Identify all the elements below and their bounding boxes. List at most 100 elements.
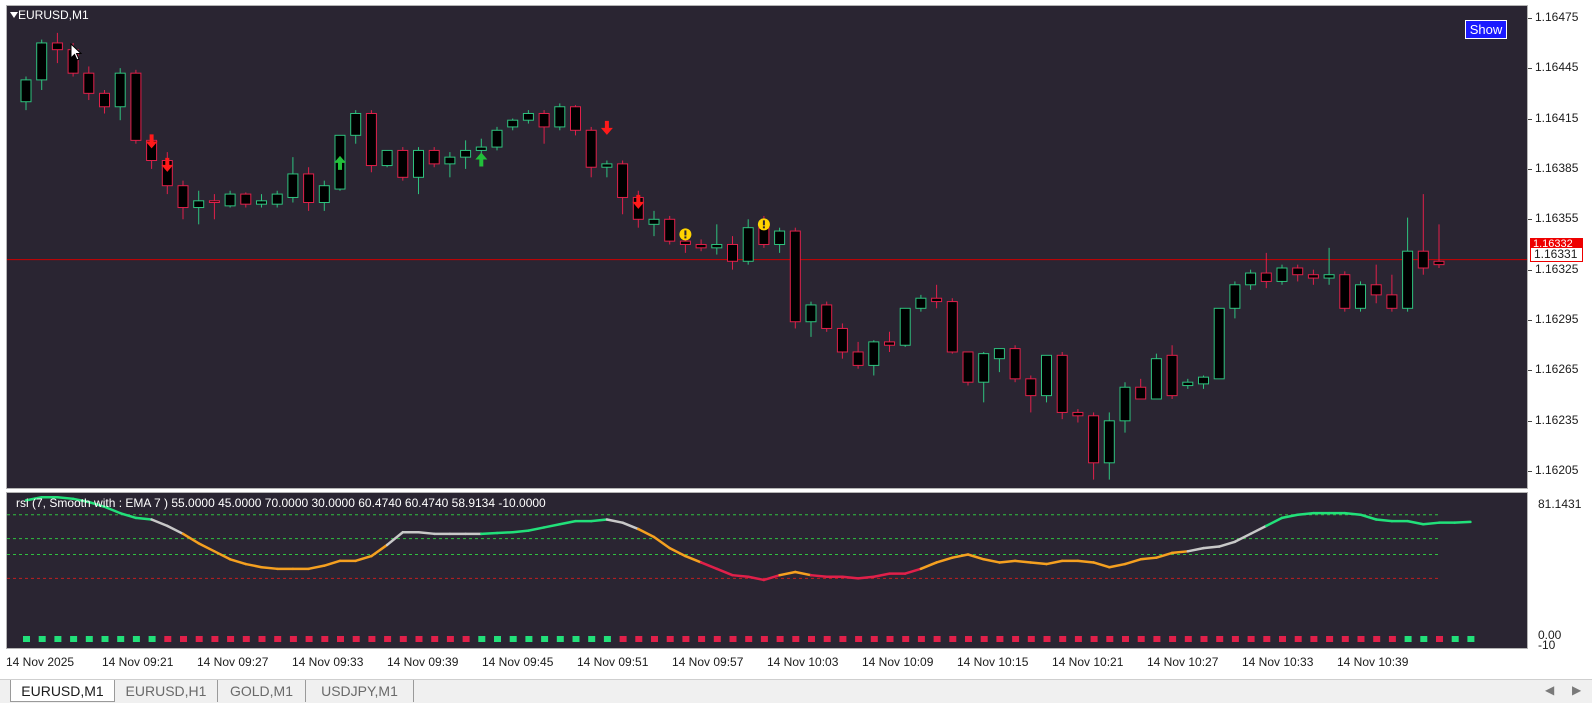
candle — [83, 66, 95, 101]
rsi-line-segment — [527, 526, 546, 532]
rsi-strip-marker — [227, 636, 235, 642]
candle-body — [36, 42, 48, 81]
tab-usdjpy-m1[interactable]: USDJPY,M1 — [306, 680, 414, 702]
candle — [1417, 194, 1429, 275]
rsi-line-segment — [715, 567, 734, 577]
rsi-line-segment — [589, 518, 609, 523]
rsi-line-segment — [731, 573, 750, 579]
rsi-line-segment — [1202, 545, 1221, 550]
candle — [507, 118, 519, 131]
rsi-line-segment — [621, 521, 640, 531]
rsi-axis[interactable] — [1528, 490, 1592, 650]
candle — [962, 351, 974, 386]
time-axis-label: 14 Nov 10:33 — [1242, 655, 1314, 669]
candle — [114, 68, 126, 121]
sell-arrow-icon — [632, 194, 645, 209]
candle — [1339, 271, 1351, 312]
rsi-strip-marker — [776, 636, 784, 642]
candle — [287, 157, 299, 203]
rsi-strip-marker — [70, 636, 78, 642]
time-axis-label: 14 Nov 09:45 — [482, 655, 554, 669]
candle-body — [1150, 358, 1162, 400]
candle-body — [1276, 267, 1288, 282]
rsi-strip-marker — [588, 636, 596, 642]
candle — [585, 126, 597, 178]
price-axis-label: 1.16265 — [1535, 362, 1579, 377]
price-axis-label: 1.16445 — [1535, 60, 1579, 75]
candle — [664, 215, 676, 245]
candle-body — [1213, 307, 1225, 380]
candle-body — [774, 230, 786, 245]
chart-window[interactable]: EURUSD,M1 Show rsi (7, Smooth with : EMA… — [0, 0, 1592, 670]
candle — [946, 298, 958, 354]
candle — [256, 194, 267, 208]
candle — [1276, 264, 1288, 285]
rsi-line-segment — [1280, 513, 1299, 520]
rsi-line-segment — [370, 543, 389, 558]
rsi-line-segment — [1265, 516, 1284, 528]
rsi-line-segment — [1374, 518, 1394, 523]
rsi-strip-marker — [352, 636, 360, 642]
rsi-strip-marker — [289, 636, 297, 642]
candle-body — [1245, 272, 1257, 286]
rsi-line-segment — [605, 518, 624, 524]
price-axis-tick — [1528, 168, 1532, 170]
rsi-strip-marker — [23, 636, 30, 642]
rsi-strip-marker — [337, 636, 344, 642]
candle-body — [224, 193, 236, 207]
candle-body — [1370, 284, 1382, 296]
candle — [397, 147, 409, 181]
candle-body — [522, 112, 534, 121]
rsi-strip-marker — [132, 636, 140, 642]
rsi-strip-marker — [1153, 636, 1161, 642]
rsi-line-segment — [166, 524, 185, 536]
rsi-strip-marker — [415, 636, 423, 642]
candle-body — [193, 200, 205, 209]
candle — [570, 105, 581, 136]
candle — [993, 348, 1005, 373]
candle-body — [1103, 420, 1115, 464]
rsi-line-segment — [71, 497, 91, 504]
rsi-line-segment — [495, 530, 514, 535]
time-axis-label: 14 Nov 10:03 — [767, 655, 839, 669]
time-axis-label: 14 Nov 09:39 — [387, 655, 459, 669]
rsi-axis-label: 81.1431 — [1538, 497, 1582, 511]
price-chart-pane[interactable] — [6, 5, 1528, 489]
sell-arrow-icon — [145, 134, 158, 149]
rsi-strip-marker — [760, 636, 768, 642]
price-axis-tick — [1528, 269, 1532, 271]
candle — [915, 294, 927, 312]
rsi-indicator-pane[interactable] — [6, 492, 1528, 649]
candle — [318, 180, 330, 211]
candle-body — [303, 173, 315, 203]
candle-body — [899, 307, 911, 346]
candle-body — [538, 112, 550, 128]
tab-eurusd-m1[interactable]: EURUSD,M1 — [10, 680, 115, 702]
scroll-left-arrow-icon[interactable]: ◀ — [1545, 683, 1555, 697]
candle-body — [1229, 284, 1241, 309]
rsi-strip-marker — [556, 636, 564, 642]
candle — [978, 351, 990, 403]
tab-eurusd-h1[interactable]: EURUSD,H1 — [115, 680, 218, 702]
show-button[interactable]: Show — [1465, 20, 1507, 39]
chart-menu-triangle-icon[interactable] — [10, 12, 18, 18]
candle-body — [1307, 274, 1319, 279]
rsi-strip-marker — [1074, 636, 1082, 642]
candle-body — [1417, 250, 1429, 269]
scroll-right-arrow-icon[interactable]: ▶ — [1572, 683, 1582, 697]
rsi-indicator-title: rsi (7, Smooth with : EMA 7 ) 55.0000 45… — [16, 496, 546, 510]
rsi-strip-marker — [180, 636, 187, 642]
candle — [1386, 274, 1398, 312]
rsi-strip-marker — [368, 636, 376, 642]
price-axis-tick — [1528, 370, 1532, 372]
tab-gold-m1[interactable]: GOLD,M1 — [218, 680, 306, 702]
rsi-strip-marker — [101, 636, 109, 642]
rsi-strip-marker — [117, 636, 125, 642]
rsi-strip-marker — [509, 636, 517, 642]
rsi-line-segment — [809, 573, 828, 579]
candle — [727, 236, 738, 270]
rsi-line-segment — [558, 519, 577, 526]
rsi-strip-marker — [933, 636, 941, 642]
candle — [365, 110, 377, 173]
candle-body — [1433, 260, 1445, 266]
